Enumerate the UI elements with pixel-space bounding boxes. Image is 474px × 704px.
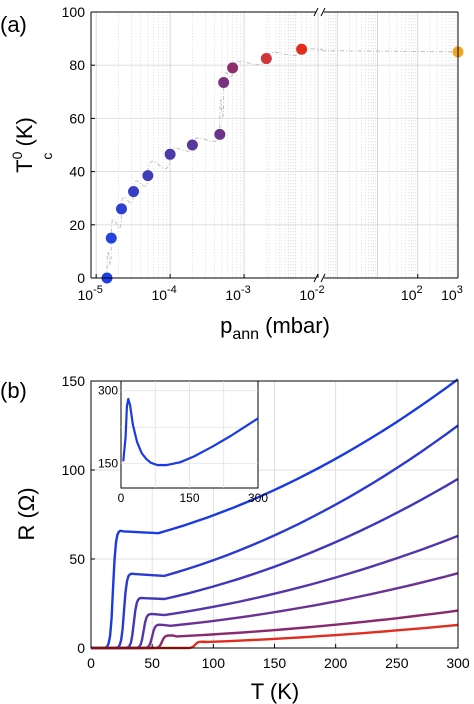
panel-a-label: (a) xyxy=(0,12,27,37)
data-point xyxy=(260,53,272,65)
inset-curve xyxy=(122,397,259,467)
data-point xyxy=(128,186,140,198)
data-point xyxy=(115,203,127,215)
panel-a-points xyxy=(101,43,464,284)
panel-a-y-label: T0 c (K) xyxy=(9,117,55,173)
axis-break-mark xyxy=(320,7,326,17)
y-tick-label: 40 xyxy=(69,164,85,180)
inset-y-tick-label: 150 xyxy=(98,457,118,471)
inset-x-tick-label: 0 xyxy=(118,491,125,505)
axis-break-mark xyxy=(313,273,319,283)
y-tick-label: 100 xyxy=(62,462,86,478)
panel-a-axes xyxy=(90,7,459,283)
panel-b-axes xyxy=(90,380,459,649)
panel-b-y-tick-labels: 0 50 100 150 xyxy=(62,373,86,656)
resistance-curve xyxy=(91,424,459,650)
x-tick-label: 200 xyxy=(324,655,348,671)
resistance-curve xyxy=(91,609,459,650)
y-tick-label: 100 xyxy=(62,4,86,20)
x-tick-label: 50 xyxy=(144,655,160,671)
panel-a-y-tick-labels: 0 20 40 60 80 100 xyxy=(62,4,86,286)
panel-a-x-label: pann (mbar) xyxy=(220,313,330,343)
resistance-curve xyxy=(91,378,459,650)
y-tick-label: 0 xyxy=(77,640,85,656)
x-tick-label: 10-5 xyxy=(77,284,102,303)
resistance-curve xyxy=(91,623,459,650)
resistance-curve xyxy=(91,477,459,650)
panel-b-x-label: T (K) xyxy=(251,679,299,704)
inset-y-tick-label: 300 xyxy=(98,384,118,398)
resistance-curve xyxy=(91,572,459,650)
x-tick-label: 10-4 xyxy=(151,284,176,303)
data-point xyxy=(227,62,239,74)
guide-curve-left xyxy=(106,49,303,279)
x-tick-label: 103 xyxy=(441,284,463,303)
x-tick-label: 250 xyxy=(385,655,409,671)
resistance-curve xyxy=(91,534,459,650)
data-point xyxy=(142,170,154,182)
panel-b-x-tick-labels: 0 50 100 150 200 250 300 xyxy=(87,655,470,671)
y-tick-label: 20 xyxy=(69,217,85,233)
y-tick-label: 0 xyxy=(77,270,85,286)
x-tick-label: 0 xyxy=(87,655,95,671)
y-tick-label: 50 xyxy=(69,551,85,567)
data-point xyxy=(164,148,176,160)
y-tick-label: 80 xyxy=(69,57,85,73)
panel-a-grid xyxy=(91,12,459,278)
x-tick-label: 102 xyxy=(401,284,423,303)
panel-b-y-label: R (Ω) xyxy=(14,487,39,540)
panel-b: (b) 0 50 100 150 0 50 100 150 200 250 300 R (Ω) T… xyxy=(0,373,470,704)
axis-break-mark xyxy=(313,7,319,17)
axis-break-mark xyxy=(320,273,326,283)
x-tick-label: 300 xyxy=(446,655,470,671)
x-tick-label: 10-2 xyxy=(299,284,324,303)
x-tick-label: 100 xyxy=(202,655,226,671)
y-tick-label: 60 xyxy=(69,110,85,126)
guide-curve-mid xyxy=(301,48,323,52)
x-tick-label: 150 xyxy=(263,655,287,671)
inset-x-tick-label: 150 xyxy=(179,491,199,505)
data-point xyxy=(214,128,226,140)
data-point xyxy=(218,76,230,88)
panel-a-x-tick-labels: 10-5 10-4 10-3 10-2 102 103 xyxy=(77,284,462,303)
data-point xyxy=(105,232,117,244)
data-point xyxy=(186,139,198,151)
y-tick-label: 150 xyxy=(62,373,86,389)
panel-b-inset: 150 300 0 150 300 xyxy=(98,380,268,505)
panel-b-label: (b) xyxy=(0,378,27,403)
x-tick-label: 10-3 xyxy=(225,284,250,303)
panel-b-curves xyxy=(91,378,459,650)
data-point xyxy=(296,43,308,55)
inset-x-tick-label: 300 xyxy=(248,491,268,505)
